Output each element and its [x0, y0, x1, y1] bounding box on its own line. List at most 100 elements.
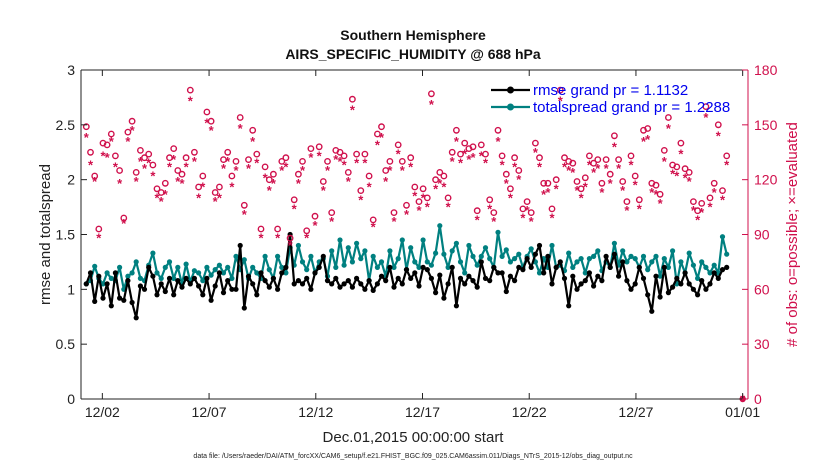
obs-possible-marker: [357, 187, 365, 195]
totalspread-point: [670, 248, 676, 254]
rmse-point: [137, 283, 143, 289]
obs-possible-marker: [494, 126, 502, 134]
obs-evaluated-marker: *: [250, 134, 256, 149]
obs-possible-marker: [498, 152, 506, 160]
obs-evaluated-marker: *: [159, 194, 165, 209]
totalspread-point: [657, 273, 663, 279]
obs-evaluated-marker: *: [383, 174, 389, 189]
obs-evaluated-marker: *: [229, 180, 235, 195]
obs-possible-marker: [706, 194, 714, 202]
obs-evaluated-marker: *: [279, 163, 285, 178]
obs-evaluated-marker: *: [633, 178, 639, 193]
rmse-point: [532, 251, 539, 257]
obs-evaluated-marker: *: [462, 147, 468, 162]
rmse-point: [378, 273, 385, 279]
right-y-tick-label: 30: [754, 336, 770, 352]
rmse-point: [649, 308, 655, 314]
x-tick-label: 12/27: [618, 404, 653, 420]
rmse-point: [437, 272, 443, 278]
data-file-footer: data file: /Users/raeder/DAI/ATM_forcXX/…: [193, 453, 633, 460]
totalspread-point: [345, 245, 351, 251]
rmse-point: [183, 275, 189, 281]
totalspread-point: [482, 245, 489, 251]
obs-possible-marker: [161, 179, 169, 187]
obs-possible-marker: [361, 150, 369, 158]
obs-evaluated-marker: *: [221, 161, 227, 176]
totalspread-point: [304, 267, 310, 273]
obs-possible-marker: [723, 152, 731, 160]
rmse-point: [478, 259, 484, 265]
rmse-point: [304, 275, 310, 281]
obs-possible-marker: [116, 167, 124, 174]
obs-possible-marker: [95, 225, 103, 233]
obs-evaluated-marker: *: [662, 154, 668, 169]
obs-evaluated-marker: *: [641, 134, 647, 149]
rmse-point: [607, 264, 613, 270]
obs-evaluated-marker: *: [487, 201, 493, 216]
rmse-point: [482, 275, 489, 281]
rmse-point: [100, 295, 106, 301]
obs-evaluated-marker: *: [516, 172, 522, 187]
rmse-point: [703, 286, 709, 292]
obs-evaluated-marker: *: [92, 174, 98, 189]
obs-evaluated-marker: *: [508, 190, 514, 205]
rmse-point: [250, 281, 256, 287]
totalspread-point: [158, 275, 164, 281]
totalspread-point: [611, 240, 618, 246]
rmse-point: [549, 281, 555, 287]
obs-possible-marker: [132, 168, 140, 176]
rmse-point: [200, 292, 206, 298]
obs-count-series: ***** ********* * *** * ** ** ******* ** ** ******…: [82, 86, 746, 407]
obs-possible-marker: [714, 121, 722, 129]
obs-evaluated-marker: *: [454, 134, 460, 149]
rmse-point: [121, 297, 127, 303]
obs-evaluated-marker: *: [117, 176, 123, 191]
legend-rmse-label: rmse grand pr = 1.1132: [533, 82, 688, 99]
obs-evaluated-marker: *: [362, 156, 368, 171]
obs-evaluated-marker: *: [254, 156, 260, 171]
obs-evaluated-marker: *: [691, 203, 697, 218]
obs-possible-marker: [590, 159, 597, 167]
obs-possible-marker: [290, 196, 298, 204]
obs-evaluated-marker: *: [105, 150, 111, 165]
obs-evaluated-marker: *: [184, 159, 190, 174]
obs-evaluated-marker: *: [649, 185, 655, 200]
rmse-point: [457, 275, 464, 281]
obs-possible-marker: [174, 167, 182, 174]
totalspread-point: [391, 264, 397, 270]
totalspread-point: [283, 270, 289, 276]
x-tick-label: 12/02: [85, 404, 120, 420]
right-y-tick-label: 120: [754, 172, 778, 188]
left-y-tick-label: 3: [67, 62, 75, 78]
rmse-point: [611, 251, 618, 257]
obs-possible-marker: [315, 143, 323, 151]
rmse-point: [536, 242, 543, 249]
obs-evaluated-marker: *: [283, 159, 289, 174]
rmse-point: [366, 278, 372, 284]
rmse-point: [204, 275, 210, 281]
rmse-point: [270, 275, 276, 281]
obs-possible-marker: [195, 183, 203, 191]
rmse-point: [108, 303, 114, 309]
rmse-point: [636, 264, 642, 270]
obs-possible-marker: [253, 150, 261, 158]
rmse-point: [699, 278, 705, 284]
rmse-point: [661, 264, 667, 270]
totalspread-point: [640, 253, 647, 259]
totalspread-point: [507, 259, 513, 265]
totalspread-point: [354, 240, 360, 246]
totalspread-point: [578, 256, 584, 262]
rmse-point: [320, 253, 326, 259]
obs-evaluated-marker: *: [96, 231, 102, 246]
totalspread-point: [595, 248, 601, 254]
obs-evaluated-marker: *: [591, 165, 597, 180]
totalspread-point: [254, 270, 260, 276]
obs-possible-marker: [561, 154, 568, 162]
rmse-point: [566, 303, 572, 309]
rmse-point: [391, 284, 397, 290]
totalspread-point: [445, 264, 451, 270]
rmse-point: [262, 278, 268, 284]
obs-possible-marker: [199, 172, 207, 180]
totalspread-point: [632, 256, 638, 262]
obs-possible-marker: [220, 156, 227, 164]
